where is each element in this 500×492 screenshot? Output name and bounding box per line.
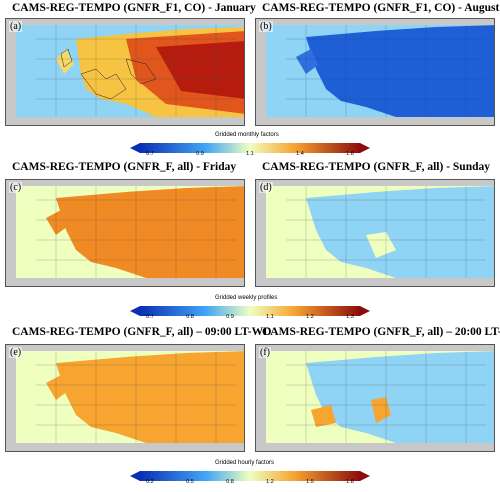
colorbar-weekly-tick: 0.8 (186, 314, 194, 320)
colorbar-monthly-tick: 0.7 (146, 151, 154, 157)
colorbar-weekly-tick: 1.1 (266, 314, 274, 320)
colorbar-monthly-tick: 1.1 (246, 151, 254, 157)
map-panel-e: (e) (5, 344, 245, 452)
panel-a-label: (a) (9, 21, 23, 32)
map-panel-f: (f) (255, 344, 495, 452)
colorbar-hourly-tick: 1.5 (306, 479, 314, 485)
colorbar-monthly-tick: 1.4 (296, 151, 304, 157)
panel-c-title: CAMS-REG-TEMPO (GNFR_F, all) - Friday (12, 161, 237, 173)
panel-f-label: (f) (259, 347, 271, 358)
map-panel-c: (c) (5, 179, 245, 287)
colorbar-weekly-label: Gridded weekly profiles (215, 295, 278, 301)
colorbar-monthly-tick: 1.8 (346, 151, 354, 157)
panel-f-title: CAMS-REG-TEMPO (GNFR_F, all) – 20:00 LT-… (262, 326, 500, 338)
colorbar-hourly-tick: 0.2 (146, 479, 154, 485)
colorbar-weekly-tick: 1.3 (346, 314, 354, 320)
colorbar-weekly-tick: 0.9 (226, 314, 234, 320)
colorbar-monthly-label: Gridded monthly factors (215, 132, 279, 138)
colorbar-weekly: Gridded weekly profiles 0.7 0.8 0.9 1.1 … (130, 295, 370, 325)
panel-b-title: CAMS-REG-TEMPO (GNFR_F1, CO) - August (262, 2, 500, 14)
panel-b-label: (b) (259, 21, 273, 32)
map-panel-a: (a) (5, 18, 245, 126)
panel-d-label: (d) (259, 182, 273, 193)
colorbar-monthly: Gridded monthly factors 0.7 0.9 1.1 1.4 … (130, 132, 370, 162)
panel-d-title: CAMS-REG-TEMPO (GNFR_F, all) - Sunday (262, 161, 490, 173)
map-panel-d: (d) (255, 179, 495, 287)
colorbar-hourly-tick: 1.2 (266, 479, 274, 485)
panel-e-title: CAMS-REG-TEMPO (GNFR_F, all) – 09:00 LT-… (12, 326, 272, 338)
colorbar-hourly: Gridded hourly factors 0.2 0.5 0.8 1.2 1… (130, 460, 370, 490)
colorbar-weekly-tick: 1.2 (306, 314, 314, 320)
colorbar-hourly-tick: 1.8 (346, 479, 354, 485)
colorbar-hourly-tick: 0.8 (226, 479, 234, 485)
colorbar-weekly-tick: 0.7 (146, 314, 154, 320)
panel-e-label: (e) (9, 347, 23, 358)
colorbar-hourly-label: Gridded hourly factors (215, 460, 275, 466)
panel-c-label: (c) (9, 182, 23, 193)
colorbar-monthly-tick: 0.9 (196, 151, 204, 157)
panel-a-title: CAMS-REG-TEMPO (GNFR_F1, CO) - January (12, 2, 256, 14)
colorbar-hourly-tick: 0.5 (186, 479, 194, 485)
map-panel-b: (b) (255, 18, 495, 126)
